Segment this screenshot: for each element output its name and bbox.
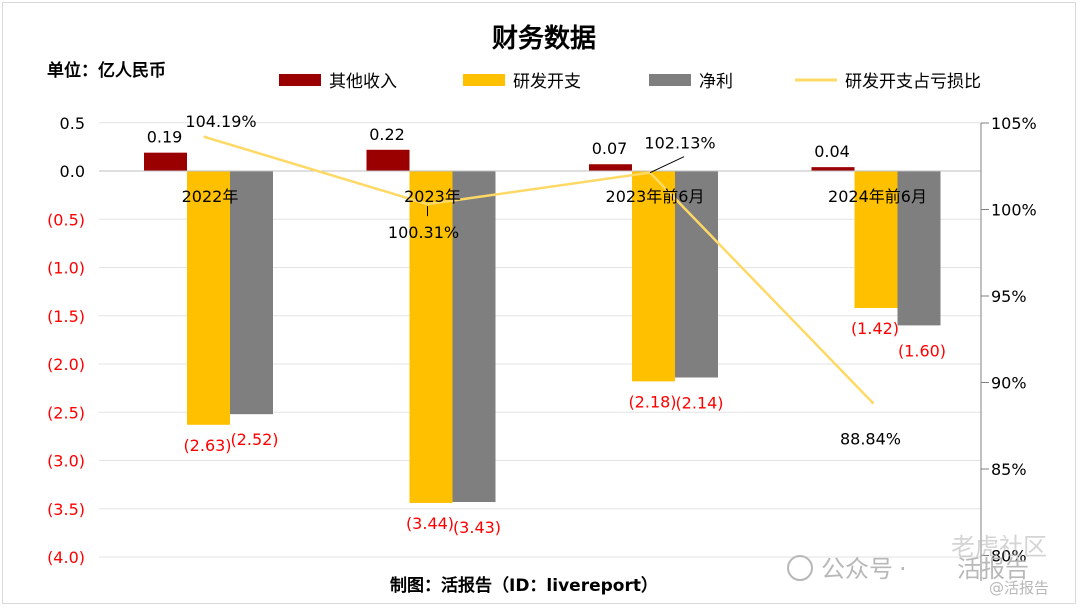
y-tick-label: 0.0 — [60, 162, 85, 181]
legend-swatch — [279, 74, 321, 86]
y-tick-label: (0.5) — [47, 210, 85, 229]
y-axis-right: 105% 100% 95% 90% 85% 80% — [980, 114, 1037, 581]
data-label-rd-expense: (3.44) — [406, 514, 454, 533]
bar-other-income — [144, 152, 187, 171]
data-label-rd-expense: (2.63) — [183, 436, 231, 455]
financial-chart: 财务数据 单位：亿人民币 其他收入 研发开支 净利 研发开支占亏损比 0.5 0.0 (0… — [47, 24, 1049, 597]
data-label-other-income: 0.04 — [814, 142, 850, 161]
watermark-community: 老虎社区 — [951, 533, 1047, 561]
data-label-rd-expense: (2.18) — [628, 392, 676, 411]
data-label-net-profit: (2.52) — [230, 430, 278, 449]
data-label-other-income: 0.22 — [369, 125, 405, 144]
y2-tick-label: 80% — [991, 547, 1027, 566]
y2-tick-label: 105% — [991, 114, 1037, 133]
bar-other-income — [589, 164, 632, 171]
watermark-handle: @活报告 — [989, 579, 1049, 597]
ratio-line-path — [204, 135, 874, 404]
y-tick-label: (2.5) — [47, 403, 85, 422]
bar-net-profit — [897, 171, 941, 326]
ratio-point — [871, 401, 874, 405]
legend-swatch — [463, 74, 505, 86]
data-label-ratio: 100.31% — [388, 223, 459, 242]
legend-label: 其他收入 — [329, 72, 397, 92]
y-tick-label: 0.5 — [60, 114, 85, 133]
bar-other-income — [366, 149, 410, 171]
bar-net-profit — [230, 171, 273, 415]
legend-label: 研发开支占亏损比 — [845, 72, 981, 92]
unit-label: 单位：亿人民币 — [47, 60, 166, 81]
watermark-platform: 公众号 — [821, 555, 893, 583]
data-label-net-profit: (1.60) — [898, 341, 946, 360]
y-tick-label: (1.5) — [47, 307, 85, 326]
bars — [144, 149, 941, 503]
y-tick-label: (3.0) — [47, 452, 85, 471]
y2-tick-label: 90% — [991, 374, 1027, 393]
watermark-dot: · — [899, 555, 907, 583]
data-labels: 0.19 0.22 0.07 0.04 (2.63) (3.44) (2.18) (1.42)… — [147, 112, 946, 537]
data-label-ratio: 88.84% — [840, 430, 901, 449]
data-label-other-income: 0.19 — [147, 128, 183, 147]
data-label-net-profit: (3.43) — [453, 518, 501, 537]
wechat-icon — [787, 555, 813, 581]
data-label-ratio: 102.13% — [644, 134, 715, 153]
bar-other-income — [811, 167, 855, 171]
data-label-ratio: 104.19% — [185, 112, 256, 131]
y-tick-label: (1.0) — [47, 259, 85, 278]
bar-rd-expense — [632, 171, 675, 382]
y2-tick-label: 100% — [991, 201, 1037, 220]
legend-label: 研发开支 — [513, 72, 581, 92]
ratio-point — [426, 202, 429, 206]
bar-rd-expense — [854, 171, 898, 309]
category-label: 2023年前6月 — [606, 187, 705, 206]
ratio-leader-line — [649, 156, 685, 174]
legend-label: 净利 — [699, 72, 733, 92]
category-label: 2022年 — [182, 187, 239, 206]
legend: 其他收入 研发开支 净利 研发开支占亏损比 — [279, 72, 981, 92]
data-label-net-profit: (2.14) — [675, 394, 723, 413]
legend-swatch — [649, 74, 691, 86]
chart-title: 财务数据 — [492, 24, 596, 54]
data-label-other-income: 0.07 — [592, 139, 628, 158]
y2-tick-label: 95% — [991, 287, 1027, 306]
category-label: 2023年 — [404, 187, 461, 206]
watermark-name: 活报告 — [957, 555, 1029, 583]
bar-net-profit — [452, 171, 496, 502]
y-axis-left: 0.5 0.0 (0.5) (1.0) (1.5) (2.0) (2.5) (3.0) (3.5… — [47, 114, 85, 567]
y-tick-label: (4.0) — [47, 548, 85, 567]
bar-rd-expense — [187, 171, 230, 425]
source-label: 制图：活报告（ID：livereport） — [390, 575, 658, 596]
y2-tick-label: 85% — [991, 460, 1027, 479]
bar-rd-expense — [409, 171, 453, 503]
category-labels: 2022年 2023年 2023年前6月 2024年前6月 — [182, 187, 927, 206]
ratio-point — [203, 135, 207, 139]
y-tick-label: (2.0) — [47, 355, 85, 374]
category-label: 2024年前6月 — [828, 187, 927, 206]
y-tick-label: (3.5) — [47, 500, 85, 519]
data-label-rd-expense: (1.42) — [851, 319, 899, 338]
